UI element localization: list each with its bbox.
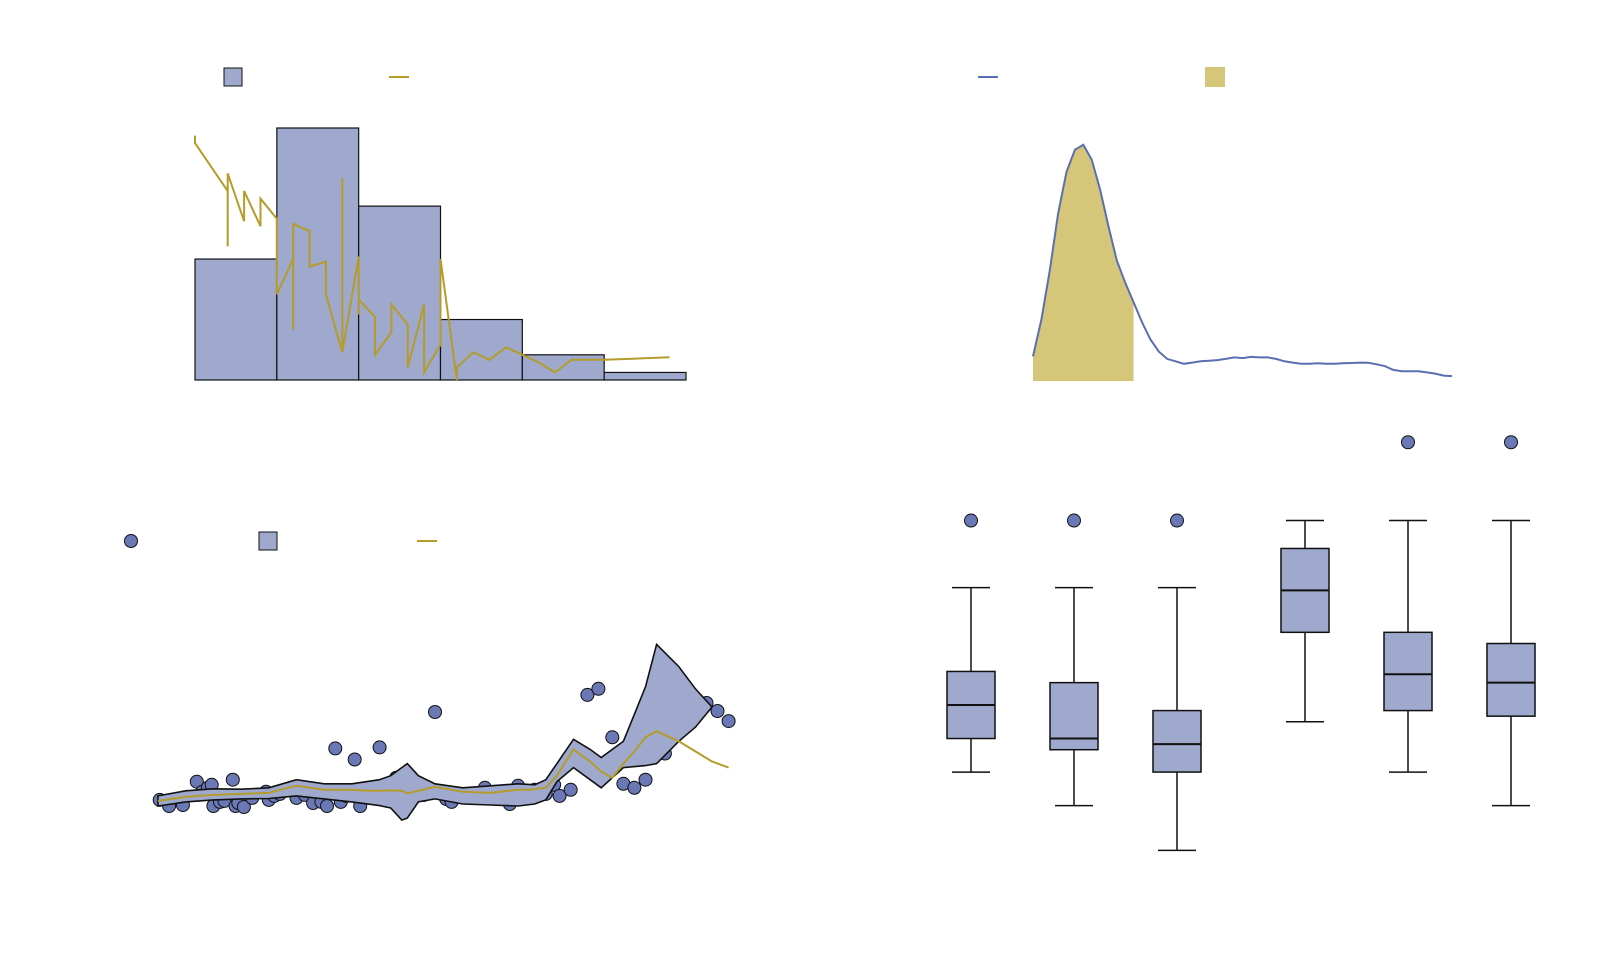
boxplot-panel (946, 435, 1536, 852)
outlier-point (1067, 513, 1081, 528)
scatter-point (347, 752, 362, 767)
legend-swatch-points (124, 534, 138, 548)
scatter-point (428, 705, 442, 719)
box-iqr (1383, 631, 1433, 712)
box-group (1280, 519, 1330, 723)
shaded-area (1033, 144, 1134, 381)
box-iqr (1152, 709, 1202, 773)
box-group (946, 513, 996, 773)
density-panel (978, 67, 1453, 381)
histogram-bar (439, 318, 523, 381)
density-line (1032, 143, 1453, 378)
box-group (1049, 513, 1099, 807)
box-iqr (1049, 681, 1099, 751)
scatter-point (563, 782, 578, 797)
scatter-point (372, 740, 387, 755)
legend-swatch-area (1205, 67, 1225, 87)
box-group (1383, 435, 1433, 773)
histogram-bar (276, 127, 360, 381)
box-iqr (1486, 642, 1536, 717)
scatter-point (710, 704, 725, 718)
histogram-bar (603, 371, 687, 381)
box-group (1152, 513, 1202, 852)
scatter-point (580, 687, 595, 702)
scatter-point (721, 714, 736, 729)
box-group (1486, 435, 1536, 807)
legend-swatch-band (258, 531, 278, 551)
scatter-point (225, 772, 240, 787)
series-line (194, 135, 670, 381)
scatter-point (328, 741, 343, 756)
scatter-point (552, 788, 567, 803)
outlier-point (964, 513, 978, 528)
scatter-point (591, 681, 606, 696)
histogram-panel (194, 67, 687, 381)
scatter-point (627, 780, 642, 795)
scatter-band-panel (124, 531, 736, 822)
histogram-bar (358, 205, 442, 381)
histogram-bar (194, 258, 278, 381)
scatter-point (638, 772, 653, 787)
outlier-point (1401, 435, 1415, 450)
scatter-point (236, 800, 251, 814)
confidence-band (157, 642, 714, 822)
scatter-point (320, 799, 334, 813)
outlier-point (1504, 435, 1518, 450)
smooth-line (157, 730, 729, 802)
scatter-point (605, 730, 620, 745)
outlier-point (1170, 513, 1184, 528)
legend-swatch-bars (223, 67, 243, 87)
histogram-bar (521, 354, 605, 381)
